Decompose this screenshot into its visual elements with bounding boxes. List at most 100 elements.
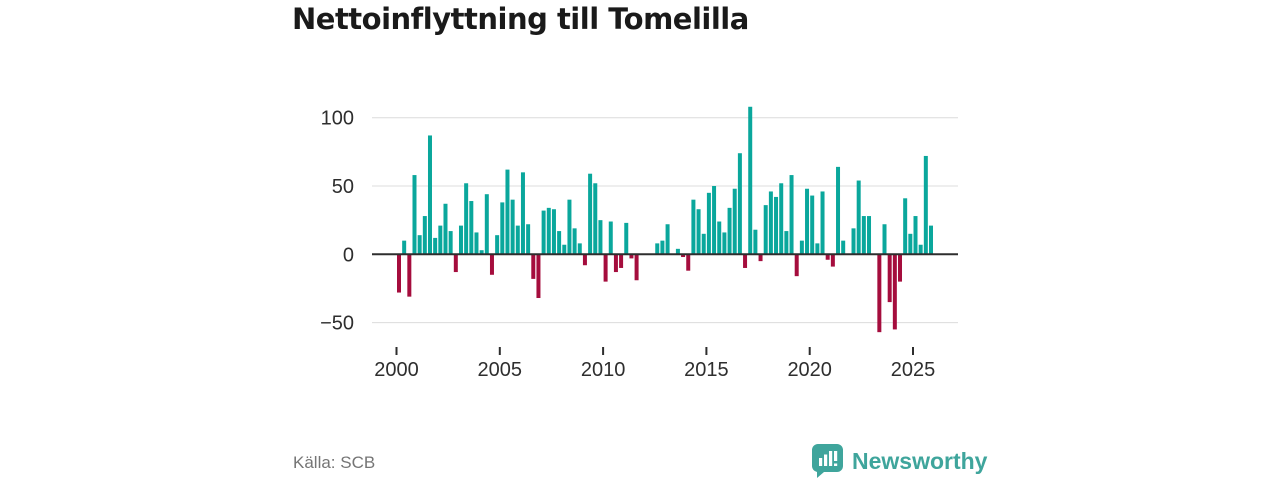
bar [825, 254, 830, 260]
bar [582, 254, 587, 266]
x-axis-tick-label: 2000 [374, 359, 419, 381]
y-axis-tick-label: 100 [321, 108, 354, 130]
bar [908, 233, 913, 255]
bar [763, 205, 768, 255]
bar [598, 220, 603, 255]
bar [836, 166, 841, 255]
bar [887, 254, 892, 303]
bar [417, 235, 422, 255]
bar [619, 254, 624, 268]
bar [856, 180, 861, 255]
bar [758, 254, 763, 262]
bar [877, 254, 882, 333]
bar [722, 232, 727, 255]
bar [448, 231, 453, 255]
bar [402, 240, 407, 255]
bar [748, 106, 753, 255]
brand-name: Newsworthy [852, 447, 988, 474]
bar [453, 254, 458, 273]
bar [520, 172, 525, 255]
bar [495, 235, 500, 255]
bar [696, 209, 701, 255]
bar [784, 231, 789, 255]
bar [500, 202, 505, 255]
bar [655, 243, 660, 255]
bar [701, 233, 706, 255]
bar [675, 248, 680, 255]
bar [433, 237, 438, 255]
bar [541, 210, 546, 255]
bar [898, 254, 903, 282]
bar [484, 194, 489, 255]
bar [489, 254, 494, 275]
bar [706, 192, 711, 255]
bar [737, 153, 742, 255]
bar [608, 221, 613, 255]
bar [805, 188, 810, 255]
bar [830, 254, 835, 267]
bar [686, 254, 691, 271]
x-axis-tick-label: 2020 [787, 359, 832, 381]
bar [458, 225, 463, 255]
bar [743, 254, 748, 268]
bar [613, 254, 618, 273]
bar [712, 186, 717, 255]
bar [469, 201, 474, 255]
bar [903, 198, 908, 255]
bar [577, 243, 582, 255]
bar [551, 209, 556, 255]
bar [768, 191, 773, 255]
bar [572, 228, 577, 255]
bar [474, 232, 479, 255]
bar [691, 199, 696, 255]
y-axis-tick-label: 50 [332, 176, 354, 198]
bar [789, 175, 794, 255]
bar [815, 243, 820, 255]
x-axis-tick-label: 2025 [891, 359, 936, 381]
bar [681, 254, 686, 258]
brand-footer: Newsworthy [812, 444, 987, 478]
bar [913, 216, 918, 255]
bar [861, 216, 866, 255]
x-axis-tick-label: 2005 [478, 359, 523, 381]
x-axis-tick-label: 2015 [684, 359, 729, 381]
bar [928, 225, 933, 255]
bar [562, 244, 567, 255]
bar [422, 216, 427, 255]
chart-title: Nettoinflyttning till Tomelilla [292, 2, 749, 36]
bar [479, 250, 484, 255]
bar [397, 254, 401, 293]
bar [546, 207, 551, 255]
newsworthy-logo-icon [812, 444, 843, 478]
bar [923, 155, 928, 255]
bar [794, 254, 799, 277]
bar [427, 135, 432, 255]
bar [717, 221, 722, 255]
bar [820, 191, 825, 255]
bar [624, 222, 629, 255]
source-label: Källa: SCB [293, 453, 376, 472]
bar [510, 199, 515, 255]
bar [882, 224, 887, 255]
bar [505, 169, 510, 255]
bar [526, 224, 531, 255]
bar [443, 203, 448, 255]
bar [515, 225, 520, 255]
bar [727, 207, 732, 255]
bar [412, 175, 417, 255]
bar [407, 254, 412, 297]
bar [851, 228, 856, 255]
bar [799, 240, 804, 255]
bar [588, 173, 593, 255]
bar [732, 188, 737, 255]
bar [810, 195, 815, 255]
bar [841, 240, 846, 255]
bar [629, 254, 634, 259]
bar [557, 231, 562, 255]
bar [438, 225, 443, 255]
x-axis-tick-label: 2010 [581, 359, 626, 381]
bar [774, 196, 779, 255]
bar [918, 244, 923, 255]
bar [531, 254, 536, 279]
